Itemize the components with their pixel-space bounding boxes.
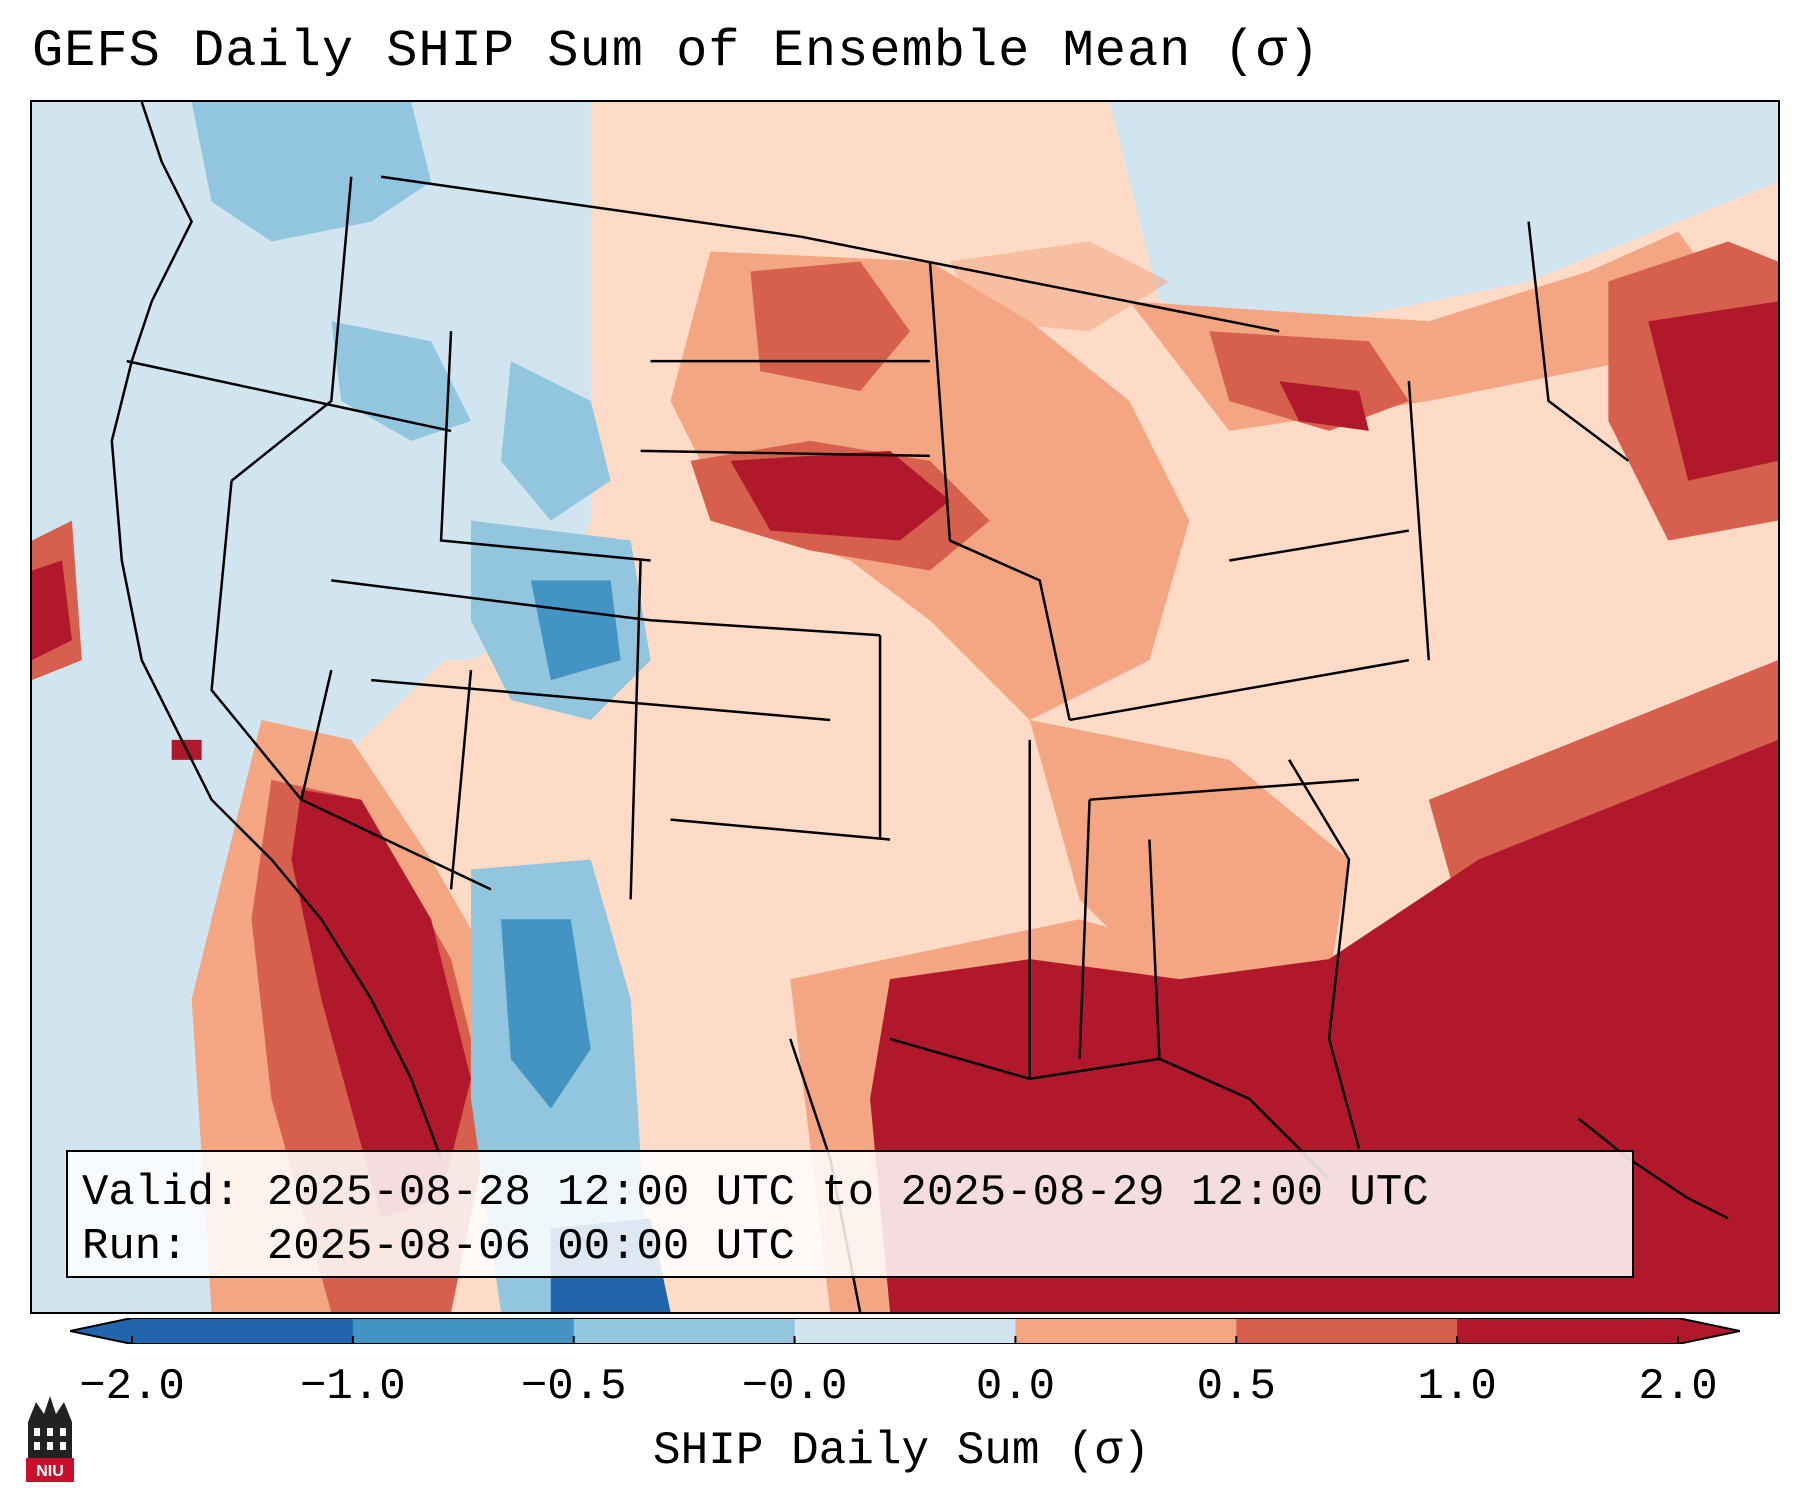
colorbar [69,1317,1741,1345]
colorbar-segment [1457,1318,1679,1344]
valid-label: Valid: [82,1168,241,1218]
colorbar-segment [794,1318,1016,1344]
colorbar-segment [1015,1318,1237,1344]
colorbar-tick-label: 1.0 [1417,1362,1497,1412]
colorbar-segment [352,1318,575,1344]
colorbar-tick-label: −2.0 [79,1362,185,1412]
colorbar-label: SHIP Daily Sum (σ) [653,1425,1150,1477]
colorbar-tick-label: 0.5 [1196,1362,1276,1412]
ship-field-map [32,102,1778,1312]
colorbar-segment [573,1318,796,1344]
chart-title: GEFS Daily SHIP Sum of Ensemble Mean (σ) [32,22,1321,81]
colorbar-over-extension [1678,1318,1740,1344]
niu-logo-text: NIU [36,1463,64,1480]
valid-run-info-box: Valid: 2025-08-28 12:00 UTC to 2025-08-2… [66,1150,1634,1278]
colorbar-segment [132,1318,354,1344]
colorbar-tick-label: −0.0 [741,1362,848,1412]
colorbar-tick-label: −0.5 [520,1362,627,1412]
run-time-value: 2025-08-06 00:00 UTC [266,1222,795,1272]
run-label: Run: [82,1222,188,1272]
colorbar-tick-label: −1.0 [300,1362,406,1412]
colorbar-tick-label: 2.0 [1638,1362,1718,1412]
valid-time-value: 2025-08-28 12:00 UTC to 2025-08-29 12:00… [266,1168,1429,1218]
colorbar-under-extension [70,1318,132,1344]
niu-logo-icon: NIU [26,1396,74,1482]
map-panel [30,100,1780,1314]
colorbar-segment [1236,1318,1458,1344]
colorbar-svg [69,1317,1741,1345]
colorbar-tick-label: 0.0 [975,1362,1056,1412]
